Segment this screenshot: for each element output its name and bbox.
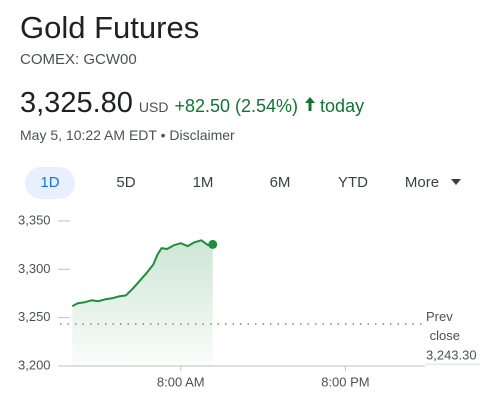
tab[interactable]: 6M bbox=[269, 174, 291, 191]
y-tick-label: 3,200 bbox=[18, 357, 51, 372]
chart: 3,200 3,250 3,300 3,350 8:00 AM 8:00 PM Prev c… bbox=[18, 212, 480, 389]
y-tick-label: 3,300 bbox=[18, 261, 51, 276]
title: Gold Futures bbox=[20, 10, 200, 45]
last-point bbox=[208, 239, 218, 249]
price-row: 3,325.80 USD +82.50 (2.54%) today bbox=[20, 87, 364, 120]
tab[interactable]: YTD bbox=[338, 174, 368, 191]
currency: USD bbox=[138, 99, 169, 115]
prev-close-value: 3,243.30 bbox=[426, 348, 477, 363]
tab[interactable]: 1D bbox=[40, 174, 60, 191]
tab[interactable]: 5D bbox=[116, 174, 136, 191]
line bbox=[71, 239, 213, 307]
x-tick-label: 8:00 AM bbox=[157, 374, 205, 389]
y-tick-label: 3,350 bbox=[18, 212, 51, 227]
timestamp[interactable]: May 5, 10:22 AM EDT • Disclaimer bbox=[20, 127, 235, 143]
dropdown-icon bbox=[451, 179, 461, 185]
tab[interactable]: More bbox=[404, 174, 440, 191]
period: today bbox=[320, 96, 365, 116]
x-tick-label: 8:00 PM bbox=[321, 374, 369, 389]
tab-selected bbox=[25, 167, 75, 199]
up-arrow bbox=[305, 96, 316, 111]
tab[interactable]: 1M bbox=[192, 174, 214, 191]
change: +82.50 (2.54%) bbox=[174, 96, 299, 116]
prev-close-label: Prev close bbox=[426, 310, 460, 344]
area bbox=[72, 240, 213, 366]
subtitle: COMEX: GCW00 bbox=[20, 51, 137, 68]
price: 3,325.80 bbox=[20, 87, 133, 119]
y-tick-label: 3,250 bbox=[18, 309, 51, 324]
